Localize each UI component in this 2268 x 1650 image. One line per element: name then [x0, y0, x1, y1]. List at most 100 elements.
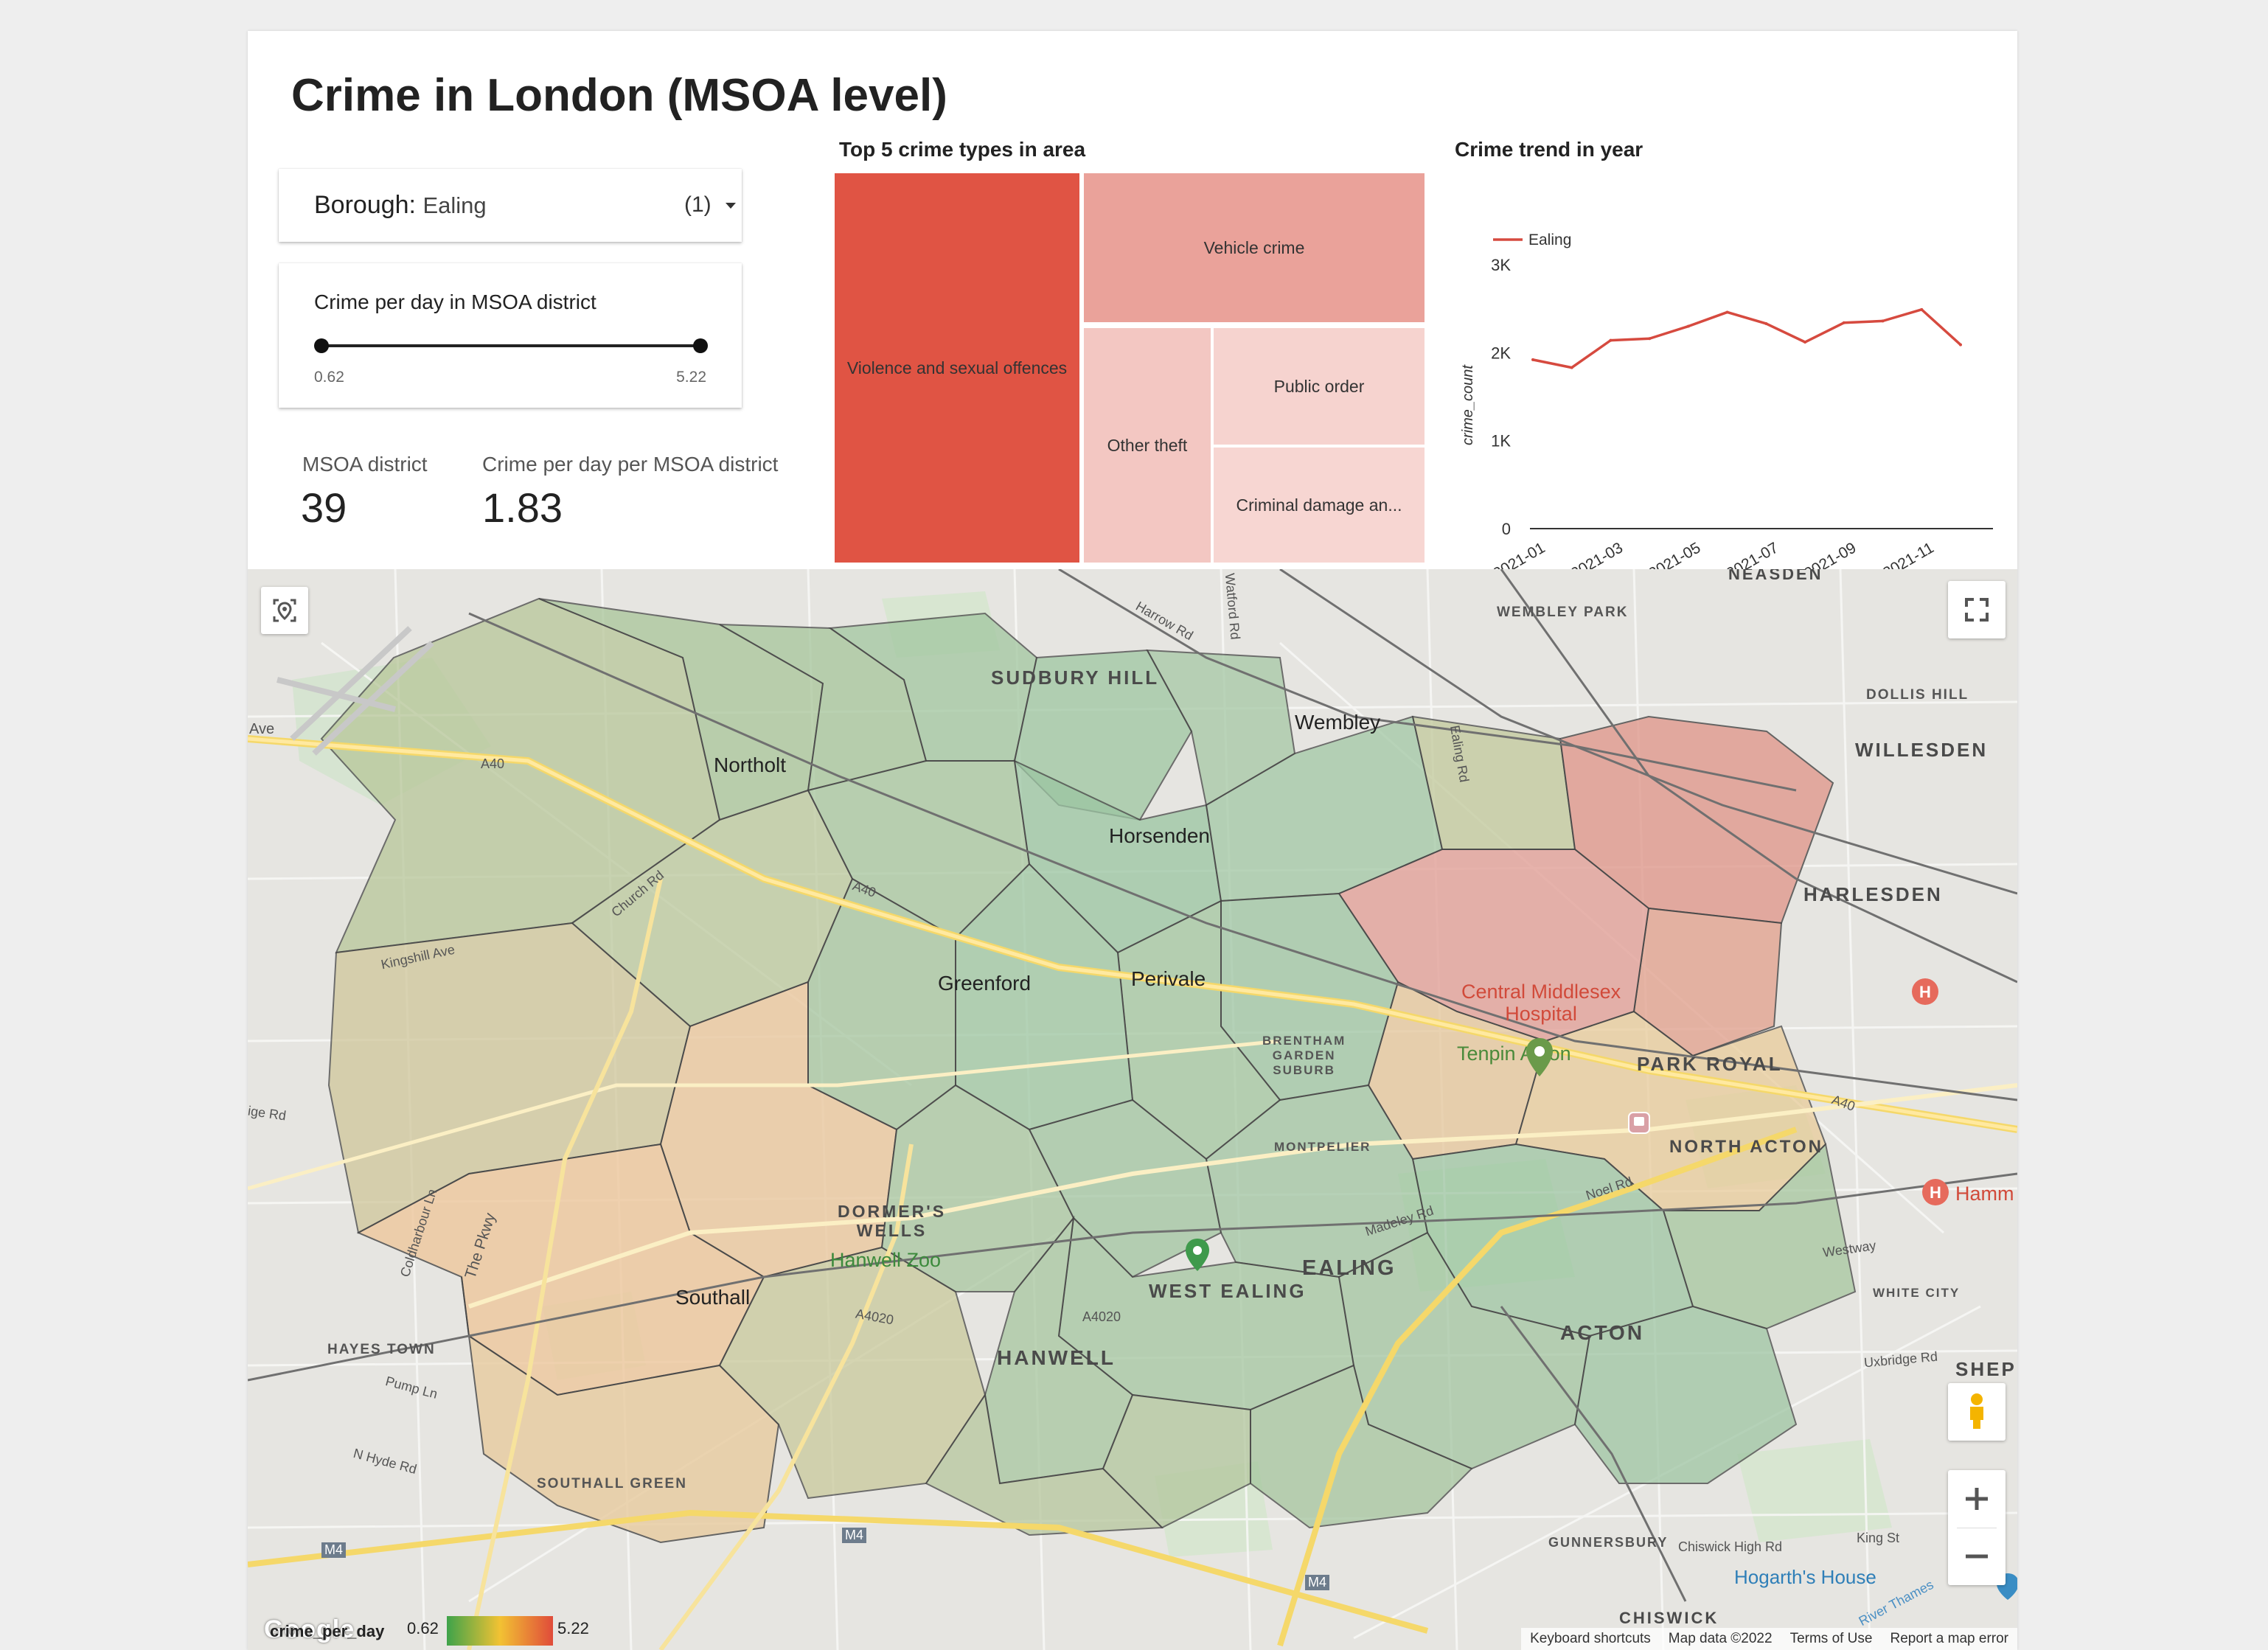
road-label-king-st: King St — [1857, 1531, 1900, 1545]
map-label-hanwell-zoo[interactable]: Hanwell Zoo — [830, 1249, 942, 1271]
crime-map[interactable]: SUDBURY HILL WEMBLEY PARK NEASDEN DOLLIS… — [248, 569, 2017, 1650]
borough-filter-value: Ealing — [422, 192, 487, 218]
data-point — [1764, 321, 1768, 325]
kpi-msoa-district-value: 39 — [301, 484, 347, 531]
slider-track[interactable] — [321, 344, 700, 347]
hospital-icon[interactable]: H — [1911, 978, 1939, 1006]
svg-text:H: H — [1930, 1183, 1941, 1202]
map-label-brentham: BRENTHAM GARDEN SUBURB — [1262, 1034, 1346, 1077]
map-label-greenford: Greenford — [938, 972, 1032, 995]
treemap-title: Top 5 crime types in area — [839, 138, 1086, 161]
treemap-cell-label: Vehicle crime — [1203, 237, 1305, 257]
legend-field-name: crime_per_day — [270, 1622, 385, 1640]
map-label-ealing: EALING — [1302, 1256, 1396, 1280]
road-label-ave: Ave — [249, 721, 275, 737]
data-point — [1803, 341, 1807, 344]
map-label-harlesden: HARLESDEN — [1803, 883, 1943, 905]
borough-filter-name: Borough — [314, 191, 409, 219]
map-label-perivale: Perivale — [1131, 967, 1206, 990]
zoom-out-button[interactable] — [1948, 1528, 2006, 1585]
google-logo[interactable]: Google — [264, 1615, 355, 1643]
crime-per-day-slider-card: Crime per day in MSOA district 0.62 5.22 — [279, 263, 742, 408]
map-label-chiswick: CHISWICK — [1619, 1609, 1719, 1627]
treemap-cell-label: Public order — [1273, 376, 1365, 396]
map-label-willesden: WILLESDEN — [1855, 739, 1989, 761]
map-data-attribution: Map data ©2022 — [1668, 1631, 1773, 1646]
kpi-crime-per-day-value: 1.83 — [482, 484, 563, 531]
station-icon[interactable] — [1628, 1112, 1650, 1134]
data-point — [1881, 319, 1885, 323]
map-label-west-ealing: WEST EALING — [1149, 1280, 1307, 1302]
slider-max-handle[interactable] — [693, 338, 708, 353]
data-point — [1959, 343, 1962, 347]
data-point — [1648, 337, 1652, 341]
map-label-wembley-park: WEMBLEY PARK — [1497, 605, 1629, 620]
borough-filter-count: (1) — [684, 192, 712, 217]
treemap-cell[interactable]: Violence and sexual offences — [835, 173, 1079, 563]
keyboard-shortcuts-link[interactable]: Keyboard shortcuts — [1530, 1631, 1651, 1646]
map-pin-icon[interactable] — [1525, 1037, 1554, 1078]
legend-entry: Ealing — [1528, 232, 1571, 248]
report-map-error-link[interactable]: Report a map error — [1890, 1631, 2008, 1646]
y-tick-label: 2K — [1491, 344, 1511, 362]
treemap-cell[interactable]: Public order — [1214, 328, 1425, 445]
borough-filter-label: Borough: Ealing — [314, 191, 487, 219]
kpi-crime-per-day-label: Crime per day per MSOA district — [482, 453, 779, 476]
dropdown-arrow-icon[interactable] — [726, 203, 736, 209]
y-axis-label: crime_count — [1460, 364, 1476, 445]
zoom-in-button[interactable] — [1948, 1470, 2006, 1528]
slider-min-handle[interactable] — [314, 338, 329, 353]
road-label-m4: M4 — [842, 1528, 867, 1543]
data-point — [1570, 366, 1573, 369]
map-label-acton: ACTON — [1560, 1321, 1645, 1344]
map-footer: Keyboard shortcuts Map data ©2022 Terms … — [1521, 1628, 2017, 1650]
map-label-park-royal: PARK ROYAL — [1637, 1053, 1783, 1075]
borough-filter[interactable]: Borough: Ealing (1) — [279, 169, 742, 242]
slider-min-value: 0.62 — [314, 369, 344, 386]
minus-icon — [1966, 1554, 1988, 1559]
data-point — [1920, 307, 1924, 311]
locate-button[interactable] — [261, 587, 308, 634]
series-line-ealing — [1532, 308, 1962, 369]
road-label-a40: A40 — [481, 756, 505, 771]
road-label-m4: M4 — [1305, 1575, 1330, 1590]
map-label-horsenden: Horsenden — [1109, 824, 1210, 847]
map-label-dollis-hill: DOLLIS HILL — [1866, 687, 1969, 703]
zoom-controls — [1948, 1470, 2006, 1585]
fullscreen-button[interactable] — [1948, 581, 2006, 638]
map-label-central-middlesex-hospital[interactable]: Central Middlesex Hospital — [1461, 981, 1621, 1025]
terms-of-use-link[interactable]: Terms of Use — [1789, 1631, 1873, 1646]
data-point — [1531, 358, 1534, 361]
crime-types-treemap: Violence and sexual offences Vehicle cri… — [835, 173, 1425, 563]
legend-gradient — [447, 1616, 553, 1646]
street-view-button[interactable] — [1948, 1383, 2006, 1441]
map-airfield — [276, 626, 434, 756]
map-label-sudbury-hill: SUDBURY HILL — [991, 666, 1160, 689]
slider-max-value: 5.22 — [676, 369, 706, 386]
map-label-northolt: Northolt — [714, 753, 787, 776]
y-tick-label: 0 — [1502, 520, 1511, 538]
kpi-msoa-district-label: MSOA district — [302, 453, 428, 476]
fullscreen-icon — [1965, 598, 1989, 622]
treemap-cell[interactable]: Vehicle crime — [1084, 173, 1425, 322]
map-label-hogarths-house[interactable]: Hogarth's House — [1734, 1566, 1876, 1588]
page-title: Crime in London (MSOA level) — [291, 70, 947, 121]
hospital-icon[interactable]: H — [1921, 1178, 1949, 1206]
data-point — [1609, 338, 1613, 342]
zoo-pin-icon[interactable] — [1184, 1237, 1211, 1273]
svg-text:H: H — [1919, 983, 1931, 1001]
road-label-m4: M4 — [321, 1542, 347, 1558]
treemap-cell[interactable]: Other theft — [1084, 328, 1211, 563]
map-label-shep: SHEP — [1955, 1358, 2017, 1380]
map-canvas[interactable] — [248, 569, 2017, 1650]
treemap-cell-label: Other theft — [1107, 435, 1188, 455]
pegman-icon — [1970, 1393, 1983, 1429]
treemap-cell-label: Criminal damage an... — [1236, 495, 1402, 515]
treemap-cell[interactable]: Criminal damage an... — [1214, 448, 1425, 563]
map-label-hamm[interactable]: Hamm — [1955, 1183, 2014, 1205]
map-label-hanwell: HANWELL — [997, 1346, 1116, 1369]
slider-title: Crime per day in MSOA district — [314, 290, 596, 313]
road-label-chiswick-high-rd: Chiswick High Rd — [1678, 1539, 1783, 1554]
y-tick-label: 1K — [1491, 432, 1511, 450]
